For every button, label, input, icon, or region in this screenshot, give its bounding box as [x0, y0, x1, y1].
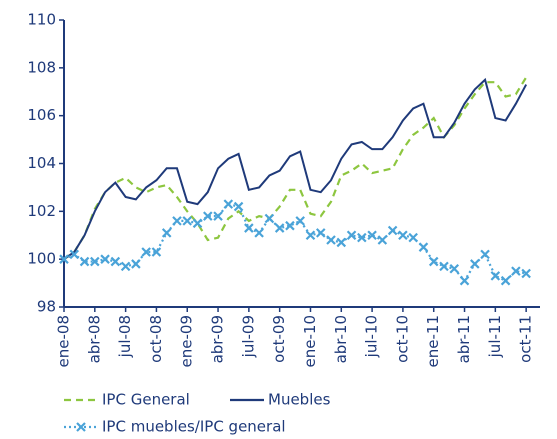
- point-marker: [336, 237, 347, 248]
- y-tick-label: 104: [27, 154, 56, 172]
- point-marker: [428, 256, 439, 267]
- x-tick-label: abr-08: [85, 315, 103, 363]
- y-tick-label: 102: [27, 202, 56, 220]
- series-line: [63, 202, 527, 283]
- point-marker: [233, 201, 244, 212]
- point-marker: [511, 266, 521, 276]
- point-marker: [295, 216, 305, 226]
- x-tick-label: abr-10: [332, 315, 350, 363]
- legend-marker: [76, 422, 86, 432]
- y-tick-label: 108: [27, 58, 56, 76]
- point-marker: [387, 225, 398, 236]
- x-tick-label: oct-11: [517, 315, 535, 363]
- point-marker: [100, 254, 110, 264]
- point-marker: [521, 268, 531, 279]
- point-marker: [346, 230, 357, 241]
- point-marker: [141, 247, 151, 257]
- point-marker: [59, 254, 69, 264]
- series-line: [63, 77, 528, 260]
- point-marker: [213, 211, 223, 221]
- point-marker: [285, 220, 295, 231]
- point-marker: [490, 271, 501, 281]
- point-marker: [377, 235, 388, 245]
- point-marker: [192, 218, 203, 229]
- point-marker: [264, 213, 275, 224]
- point-marker: [151, 247, 162, 257]
- x-tick-label: oct-08: [147, 315, 165, 363]
- point-marker: [90, 256, 100, 267]
- point-marker: [418, 242, 429, 252]
- point-marker: [305, 230, 316, 241]
- point-marker: [470, 259, 480, 269]
- point-marker: [408, 232, 418, 243]
- x-tick-label: oct-09: [270, 315, 288, 363]
- legend-label: IPC muebles/IPC general: [102, 418, 286, 436]
- point-marker: [120, 261, 131, 272]
- point-marker: [274, 223, 285, 233]
- legend-label: IPC General: [102, 391, 190, 409]
- y-tick-label: 110: [27, 11, 56, 29]
- y-tick-label: 100: [27, 250, 56, 268]
- y-tick-label: 98: [37, 298, 56, 316]
- y-tick-label: 106: [27, 106, 56, 124]
- legend-label: Muebles: [268, 391, 331, 409]
- point-marker: [459, 275, 470, 286]
- x-tick-label: jul-10: [363, 315, 381, 358]
- point-marker: [244, 223, 254, 233]
- x-tick-label: ene-11: [424, 315, 442, 367]
- point-marker: [254, 228, 264, 238]
- point-marker: [357, 232, 367, 243]
- point-marker: [203, 211, 213, 221]
- point-marker: [500, 275, 511, 286]
- series-line: [63, 76, 528, 261]
- x-tick-label: ene-09: [178, 315, 196, 367]
- x-tick-label: abr-11: [455, 315, 473, 363]
- point-marker: [161, 228, 172, 238]
- point-marker: [172, 216, 182, 226]
- x-tick-label: jul-11: [486, 315, 504, 358]
- point-marker: [398, 230, 408, 241]
- point-marker: [131, 259, 141, 269]
- x-tick-label: oct-10: [393, 315, 411, 363]
- point-marker: [326, 235, 336, 245]
- x-tick-label: ene-10: [301, 315, 319, 367]
- x-tick-label: jul-09: [239, 315, 257, 358]
- x-tick-label: jul-08: [116, 315, 134, 358]
- point-marker: [449, 263, 460, 274]
- x-tick-label: ene-08: [55, 315, 73, 367]
- point-marker: [182, 216, 193, 226]
- point-marker: [439, 261, 449, 272]
- point-marker: [315, 228, 326, 238]
- point-marker: [367, 230, 377, 241]
- point-marker: [110, 256, 121, 267]
- point-marker: [69, 249, 80, 260]
- point-marker: [480, 249, 490, 260]
- point-marker: [223, 199, 234, 209]
- point-marker: [79, 256, 90, 267]
- x-tick-label: abr-09: [209, 315, 227, 363]
